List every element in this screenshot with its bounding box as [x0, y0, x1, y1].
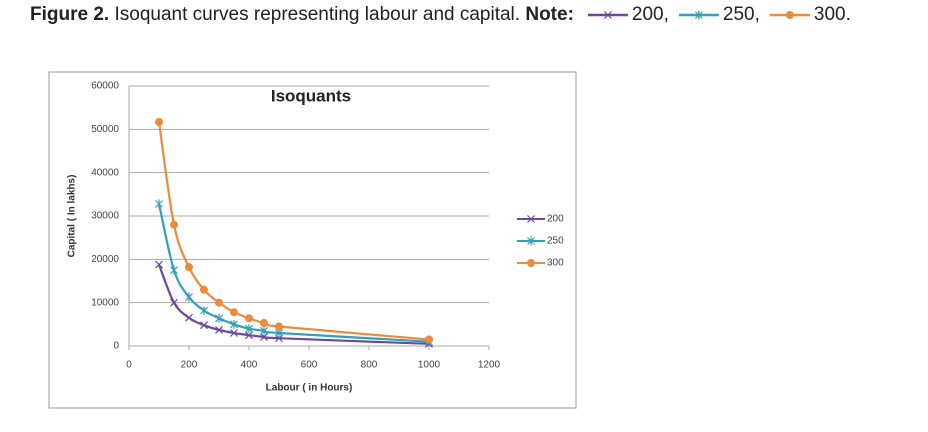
marker: [215, 326, 223, 334]
marker: [215, 313, 223, 323]
marker: [230, 319, 238, 329]
y-tick-label: 0: [113, 341, 119, 352]
caption-text: Isoquant curves representing labour and …: [114, 4, 520, 25]
y-tick-label: 30000: [91, 211, 119, 222]
marker: [527, 259, 535, 267]
caption-key-label: 250,: [723, 4, 760, 25]
x-tick-label: 800: [361, 360, 378, 371]
marker: [155, 117, 163, 126]
marker: [275, 322, 283, 331]
chart-title: Isoquants: [271, 86, 351, 105]
caption-key-label: 300.: [814, 4, 851, 25]
marker: [527, 215, 535, 223]
caption-key-label: 200,: [632, 4, 669, 25]
y-tick-label: 20000: [91, 254, 119, 265]
marker: [260, 319, 268, 328]
marker: [200, 285, 208, 294]
marker: [155, 260, 163, 269]
marker: [200, 305, 208, 315]
marker: [200, 321, 208, 330]
chart-frame: [48, 71, 577, 409]
x-tick-label: 200: [181, 360, 198, 371]
marker: [785, 11, 794, 19]
marker: [245, 331, 253, 340]
legend-label: 300: [547, 258, 564, 269]
marker: [170, 265, 178, 275]
marker: [155, 199, 163, 209]
marker: [215, 298, 223, 307]
marker: [245, 324, 253, 334]
marker: [230, 329, 238, 337]
marker: [185, 313, 193, 322]
marker: [260, 326, 268, 336]
marker: [245, 314, 253, 323]
marker: [425, 335, 433, 344]
caption-note: Note:: [525, 4, 574, 25]
x-tick-label: 1000: [418, 360, 441, 371]
marker: [185, 263, 193, 272]
marker: [170, 220, 178, 229]
x-tick-label: 0: [126, 360, 132, 371]
marker: [185, 292, 193, 302]
caption-label: Figure 2.: [30, 4, 109, 25]
marker: [170, 298, 178, 307]
legend-label: 250: [547, 236, 564, 247]
marker: [230, 308, 238, 317]
x-tick-label: 400: [241, 360, 258, 371]
caption: Figure 2. Isoquant curves representing l…: [30, 4, 574, 25]
marker: [527, 236, 535, 246]
y-tick-label: 10000: [91, 297, 119, 308]
marker: [694, 10, 703, 20]
y-tick-label: 50000: [91, 124, 119, 135]
y-tick-label: 60000: [91, 81, 119, 92]
x-tick-label: 600: [301, 360, 318, 371]
y-axis-label: Capital ( In lakhs): [67, 175, 78, 258]
marker: [603, 11, 612, 19]
legend-label: 200: [547, 214, 564, 225]
marker: [260, 332, 268, 341]
x-tick-label: 1200: [478, 360, 501, 371]
y-tick-label: 40000: [91, 167, 119, 178]
x-axis-label: Labour ( in Hours): [266, 383, 353, 394]
